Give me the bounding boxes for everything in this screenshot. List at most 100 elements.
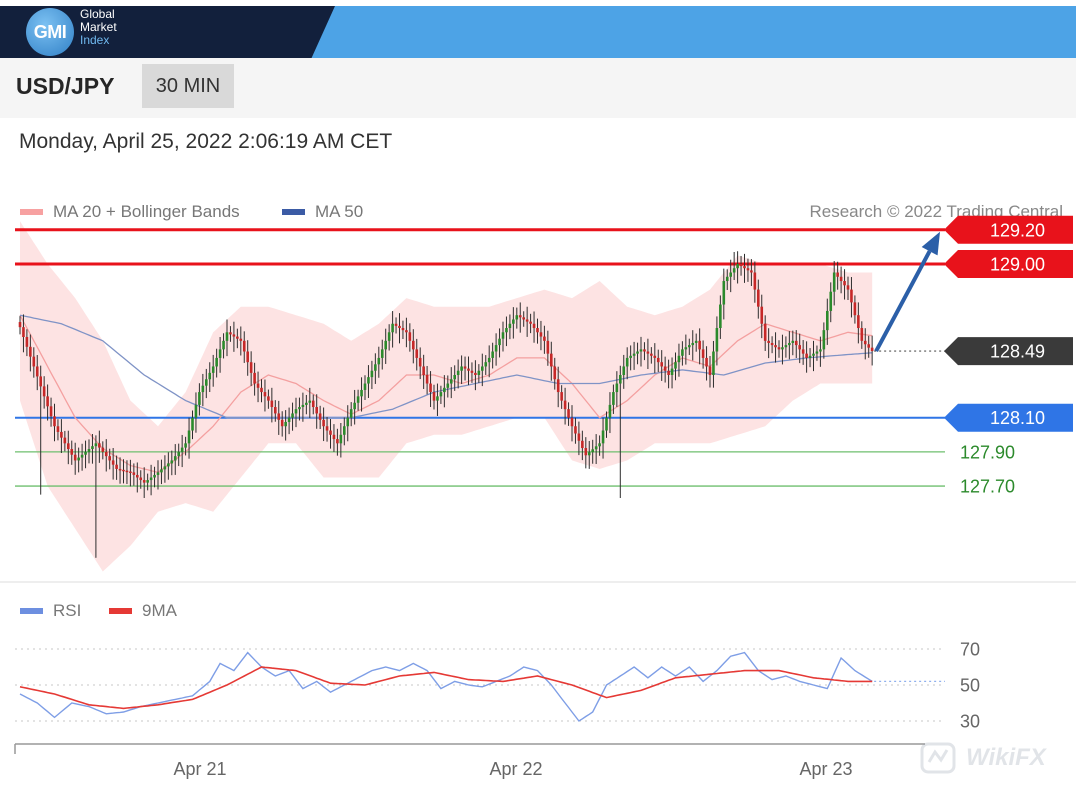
candle-body [684,347,688,350]
watermark: WikiFX [920,740,1060,778]
candle-body [70,449,74,455]
candle-body [91,446,94,450]
candle-body [650,353,653,356]
candle-body [298,407,301,410]
level-label-4: 127.90 [960,442,1015,462]
candle-body [774,345,777,348]
bollinger-band-area [20,221,873,572]
candle-body [860,328,864,341]
time-tick-label-2: Apr 23 [799,759,852,779]
candle-body [853,302,857,316]
candle-body [412,340,415,350]
candle-body [460,366,463,371]
candle-body [691,342,695,346]
candle-body [325,426,329,431]
candle-body [801,349,805,354]
rsi-tick-label-2: 30 [960,712,980,732]
candle-body [377,357,381,365]
candle-body [149,477,153,481]
candle-body [139,477,143,481]
candle-body [356,396,360,403]
candle-body [39,376,42,387]
watermark-logo-icon [920,742,956,774]
candle-body [725,276,729,282]
time-tick-label-0: Apr 21 [173,759,226,779]
candle-body [505,328,508,333]
candle-body [391,323,394,333]
candle-body [277,413,281,420]
candle-body [249,362,253,373]
candle-body [639,349,643,352]
rsi-9ma-line [19,666,873,710]
candle-body [453,375,456,380]
candle-body [363,383,367,390]
time-tick-label-1: Apr 22 [489,759,542,779]
candle-body [563,400,567,410]
candle-body [746,268,750,271]
candle-body [322,419,325,427]
candle-body [619,375,622,384]
candle-body [467,368,470,371]
candle-body [757,289,760,307]
brand-bar: GMI Global Market Index [0,0,1080,60]
candle-body [242,340,246,352]
candle-body [663,366,667,371]
candle-body [111,460,115,465]
legend-rsi-swatch [20,608,43,614]
candle-body [343,426,346,435]
candle-body [456,370,460,375]
candle-body [211,366,215,373]
candle-body [284,421,287,427]
candle-body [643,349,646,352]
candle-body [767,340,770,343]
candle-body [570,417,574,427]
legend-ma50-label: MA 50 [315,202,364,221]
level-label-0: 129.20 [990,220,1045,240]
candle-body [822,330,826,350]
candle-body [367,377,370,384]
candle-body [632,353,636,356]
gmi-logo[interactable]: GMI [26,8,74,56]
candle-body [719,304,722,329]
candle-body [56,426,60,432]
level-badge-0 [944,215,1073,244]
candle-body [598,443,601,447]
candle-body [715,328,719,352]
candle-body [436,396,439,401]
candle-body [439,392,443,397]
candle-body [49,406,53,417]
candle-body [73,454,77,461]
legend-rsi: RSI [20,601,81,621]
candle-body [777,347,781,350]
candle-body [870,347,874,352]
candle-body [512,319,515,324]
candle-body [87,449,91,452]
candle-body [146,480,149,483]
candle-body [601,430,605,444]
candle-body [836,272,839,277]
rsi-tick-label-0: 70 [960,640,980,660]
candle-body [160,469,163,473]
candle-body [591,449,594,453]
candle-body [550,353,553,367]
candle-body [253,372,256,384]
candle-body [104,451,108,457]
candle-body [208,372,212,380]
candle-body [770,342,774,346]
candle-body [612,392,615,405]
candle-body [198,392,201,405]
candle-body [42,386,46,397]
candle-body [791,340,795,343]
candle-body [846,285,850,290]
candle-body [129,471,132,474]
interval-selector[interactable]: 30 MIN [142,64,234,108]
legend-9ma: 9MA [109,601,177,621]
candle-body [232,334,236,337]
candle-body [63,437,67,444]
candle-body [329,430,332,435]
candle-body [487,357,491,363]
candle-body [688,345,691,348]
candle-body [546,340,550,354]
candle-body [360,389,363,397]
